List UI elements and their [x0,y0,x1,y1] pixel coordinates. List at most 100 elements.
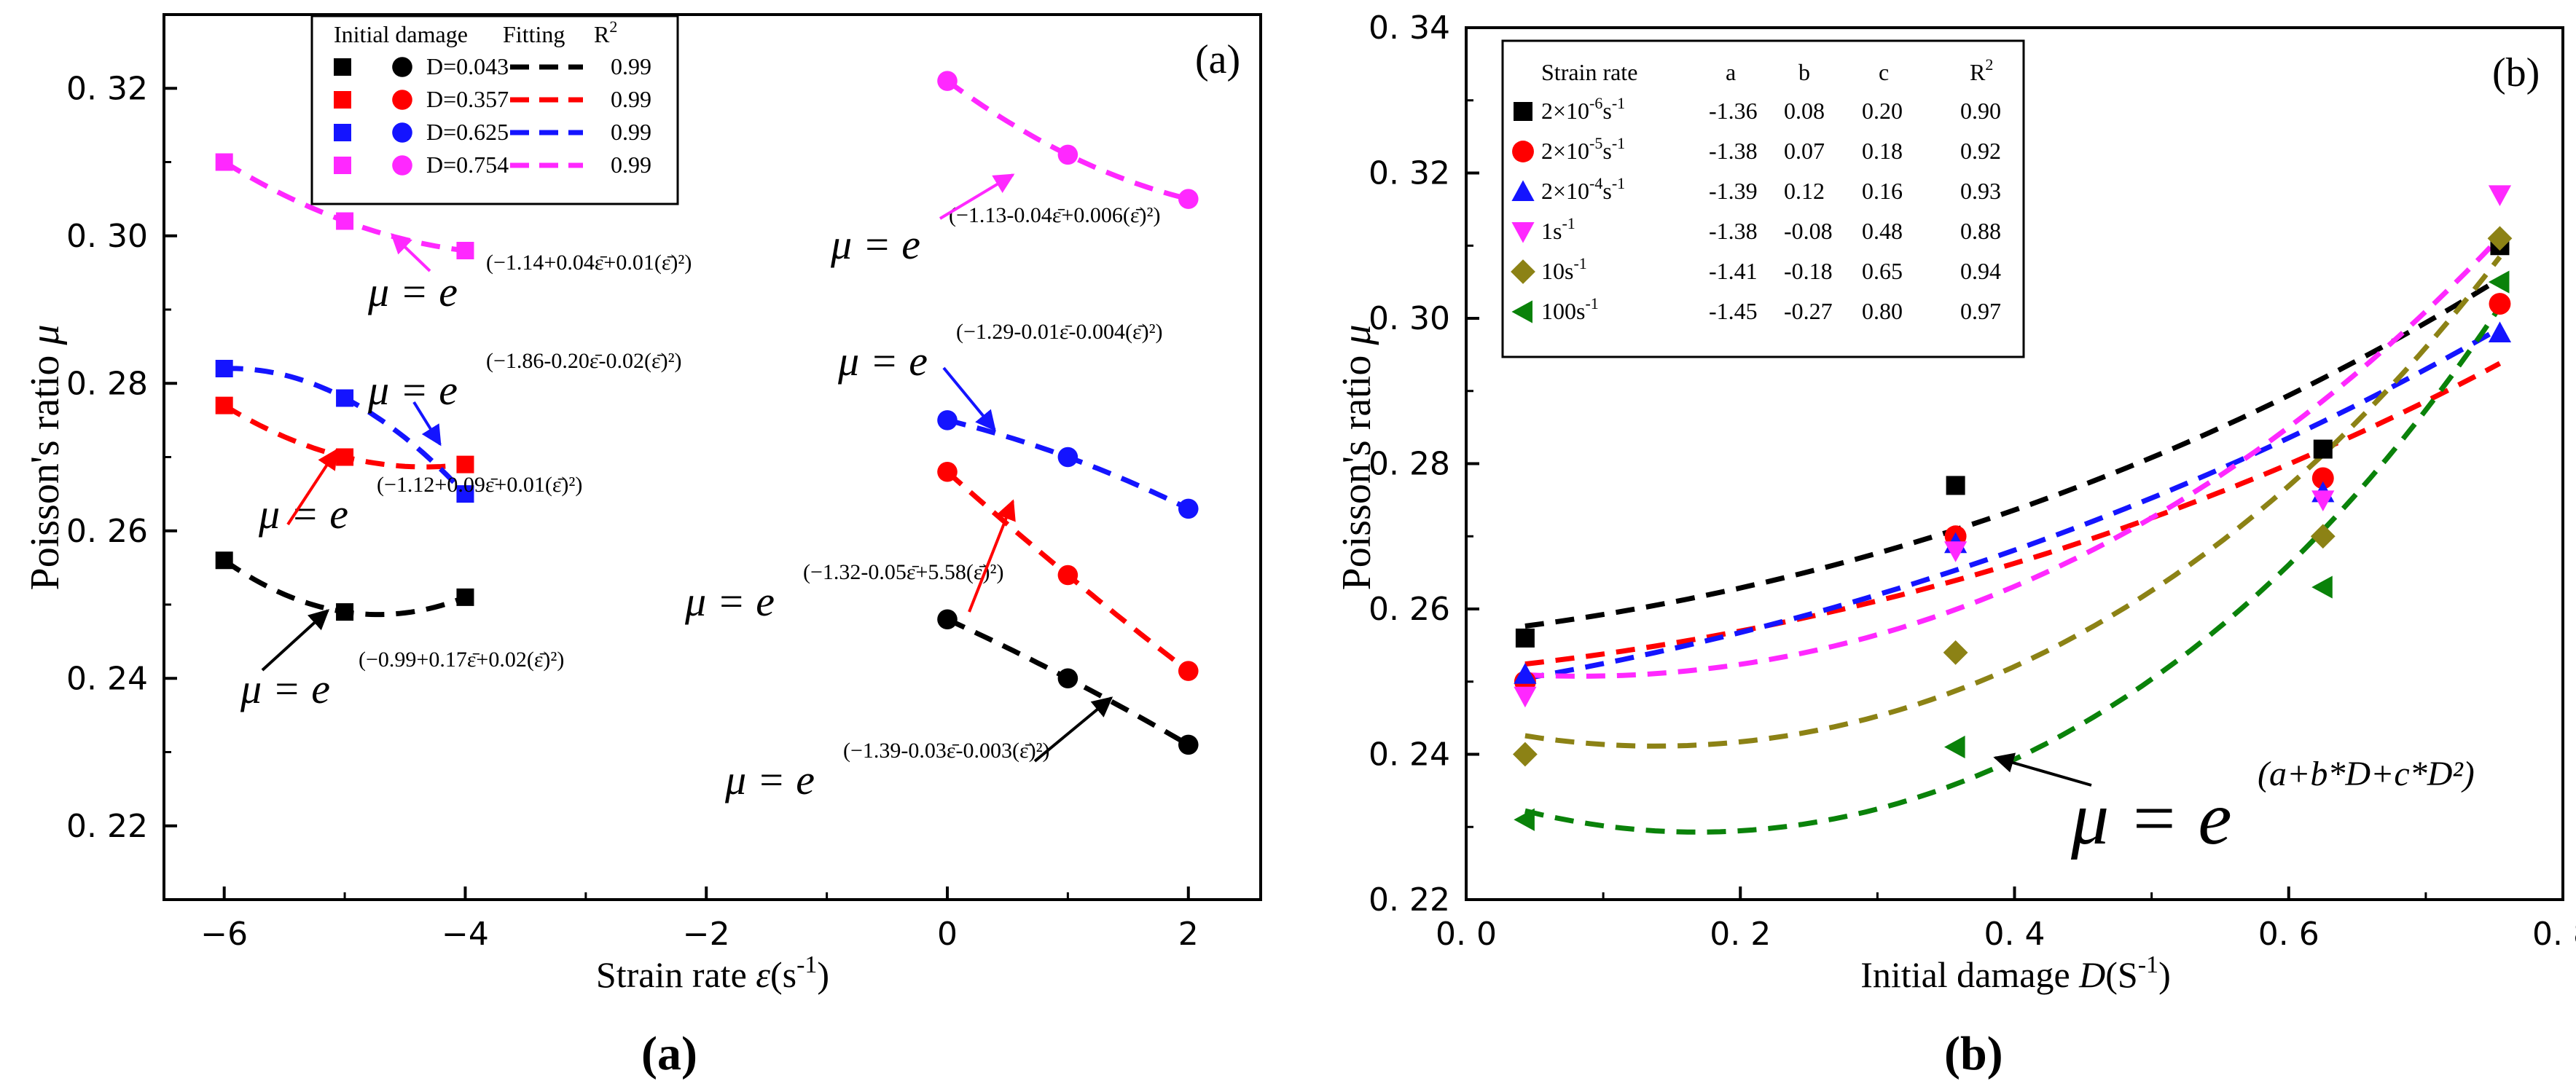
point-low [456,588,474,606]
legend-coef-c: 0.48 [1862,218,1903,244]
legend-rate-label: 1s-1 [1541,214,1575,244]
legend-circle-marker [392,155,412,176]
svg-text:μ = e: μ = e [258,490,348,538]
fit-curve [1524,276,2502,629]
annotation-arrow [261,609,330,672]
y-tick-label: 0. 24 [66,660,148,697]
svg-text:Poisson's ratio μ: Poisson's ratio μ [23,325,68,591]
fit-equation: μ = e (−1.14+0.04ε̄+0.01(ε̄)²) [367,233,692,315]
legend-coef-b: -0.18 [1784,258,1833,284]
data-point [2489,293,2511,315]
point-high [1178,734,1199,755]
legend-header-r2: R2 [594,17,617,47]
legend-b-header-b: b [1798,59,1810,85]
chart-a-annotations: μ = e (−1.14+0.04ε̄+0.01(ε̄)²) μ = e (−1.13… [240,173,1163,803]
legend-r2-value: 0.99 [611,119,651,145]
data-point [1514,663,1537,684]
fit-equation: μ = e (−0.99+0.17ε̄+0.02(ε̄)²) [240,609,564,712]
figure-label-b: (b) [1944,1027,2003,1080]
x-tick-label: −4 [442,916,489,953]
fit-equation: μ = e (−1.13-0.04ε̄+0.006(ε̄)²) [830,173,1160,268]
legend-r2-value: 0.99 [611,53,651,79]
annotation-arrow [390,233,431,272]
chart-b-legend: Strain rate a b c R2 2×10-6s-1 -1.36 0.08 0… [1501,39,2025,358]
x-tick-label: 0 [937,916,958,953]
legend-marker [1512,141,1534,162]
legend-b-header-a: a [1726,59,1736,85]
fit-line-D=0.754-high [945,79,1189,202]
legend-series-name: D=0.043 [426,53,509,79]
svg-text:(−1.39-0.03ε̄-0.003(ε̄)²): (−1.39-0.03ε̄-0.003(ε̄)²) [843,739,1050,763]
point-low [336,448,354,466]
chart-a-ylabel: Poisson's ratio μ [23,325,68,591]
legend-r2-value: 0.99 [611,86,651,112]
annotation-arrow [968,499,1016,613]
data-point [2488,270,2510,294]
legend-header-damage: Initial damage [334,21,468,47]
svg-text:μ = e: μ = e [684,578,775,625]
chart-a-xlabel: Strain rate ε(s-1) [596,951,829,995]
svg-text:(a+b*D+c*D²): (a+b*D+c*D²) [2258,755,2475,793]
x-tick-label: 0. 2 [1710,916,1771,953]
chart-b: 0. 0 0. 2 0. 4 0. 6 0. 8 0. 22 0. 24 0. 26 0. 28… [1334,9,2576,995]
data-point [2310,524,2336,549]
chart-b-points [1512,185,2513,831]
x-tick-label: 0. 6 [2258,916,2319,953]
legend-b-header-r2: R2 [1970,55,1993,85]
fit-equation: μ = e (−1.32-0.05ε̄+5.58(ε̄)²) [684,499,1016,625]
legend-marker [1511,180,1535,201]
legend-coef-c: 0.20 [1862,98,1903,124]
y-tick-label: 0. 32 [1369,155,1450,192]
chart-b-xlabel: Initial damage D(S-1) [1860,951,2170,995]
svg-text:μ = e: μ = e [2070,777,2232,860]
legend-square-marker [334,157,351,174]
y-tick-label: 0. 26 [1369,591,1450,628]
data-point [1946,476,1965,495]
point-low [215,551,233,570]
data-point [2313,439,2333,459]
legend-coef-r2: 0.94 [1960,258,2001,284]
point-low [456,455,474,473]
y-tick-label: 0. 32 [66,70,148,107]
point-high [1057,565,1078,586]
chart-b-formula: μ = e (a+b*D+c*D²) [1993,752,2475,860]
svg-text:μ = e: μ = e [367,268,458,315]
legend-square-marker [334,91,351,109]
annotation-arrow [939,173,1015,220]
legend-coef-a: -1.41 [1709,258,1758,284]
data-point [2488,185,2512,207]
point-high [1057,447,1078,468]
point-high [937,410,958,431]
data-point [2487,226,2513,251]
y-tick-label: 0. 30 [66,218,148,255]
legend-circle-marker [392,122,412,143]
legend-rate-label: 10s-1 [1541,254,1587,284]
chart-b-ylabel: Poisson's ratio μ [1334,325,1379,591]
annotation-arrow [412,401,442,447]
legend-marker [1511,222,1535,243]
annotation-arrow [942,366,996,432]
data-point [1514,686,1537,708]
x-tick-label: 0. 4 [1984,916,2045,953]
svg-text:Initial damage D(S-1): Initial damage D(S-1) [1860,951,2170,995]
point-high [1057,144,1078,165]
point-low [336,389,354,407]
svg-text:μ = e: μ = e [837,337,928,385]
svg-text:(−1.32-0.05ε̄+5.58(ε̄)²): (−1.32-0.05ε̄+5.58(ε̄)²) [803,560,1003,584]
data-point [1512,742,1538,767]
fit-equation: μ = e (−1.12+0.09ε̄+0.01(ε̄)²) [258,448,582,538]
legend-coef-b: 0.12 [1784,178,1825,204]
svg-text:(−1.29-0.01ε̄-0.004(ε̄)²): (−1.29-0.01ε̄-0.004(ε̄)²) [956,320,1163,344]
x-tick-label: 2 [1178,916,1199,953]
y-tick-label: 0. 34 [1369,9,1450,47]
chart-a-axes: −6 −4 −2 0 2 0. 22 0. 24 0. 26 0. 28 0. 30 0. 32 [66,70,1199,953]
x-tick-label: −2 [683,916,730,953]
svg-text:Strain rate ε(s-1): Strain rate ε(s-1) [596,951,829,995]
data-point [2311,467,2334,490]
legend-coef-r2: 0.90 [1960,98,2001,124]
point-low [215,360,233,377]
point-high [937,71,958,91]
y-tick-label: 0. 26 [66,513,148,550]
point-low [215,153,233,171]
